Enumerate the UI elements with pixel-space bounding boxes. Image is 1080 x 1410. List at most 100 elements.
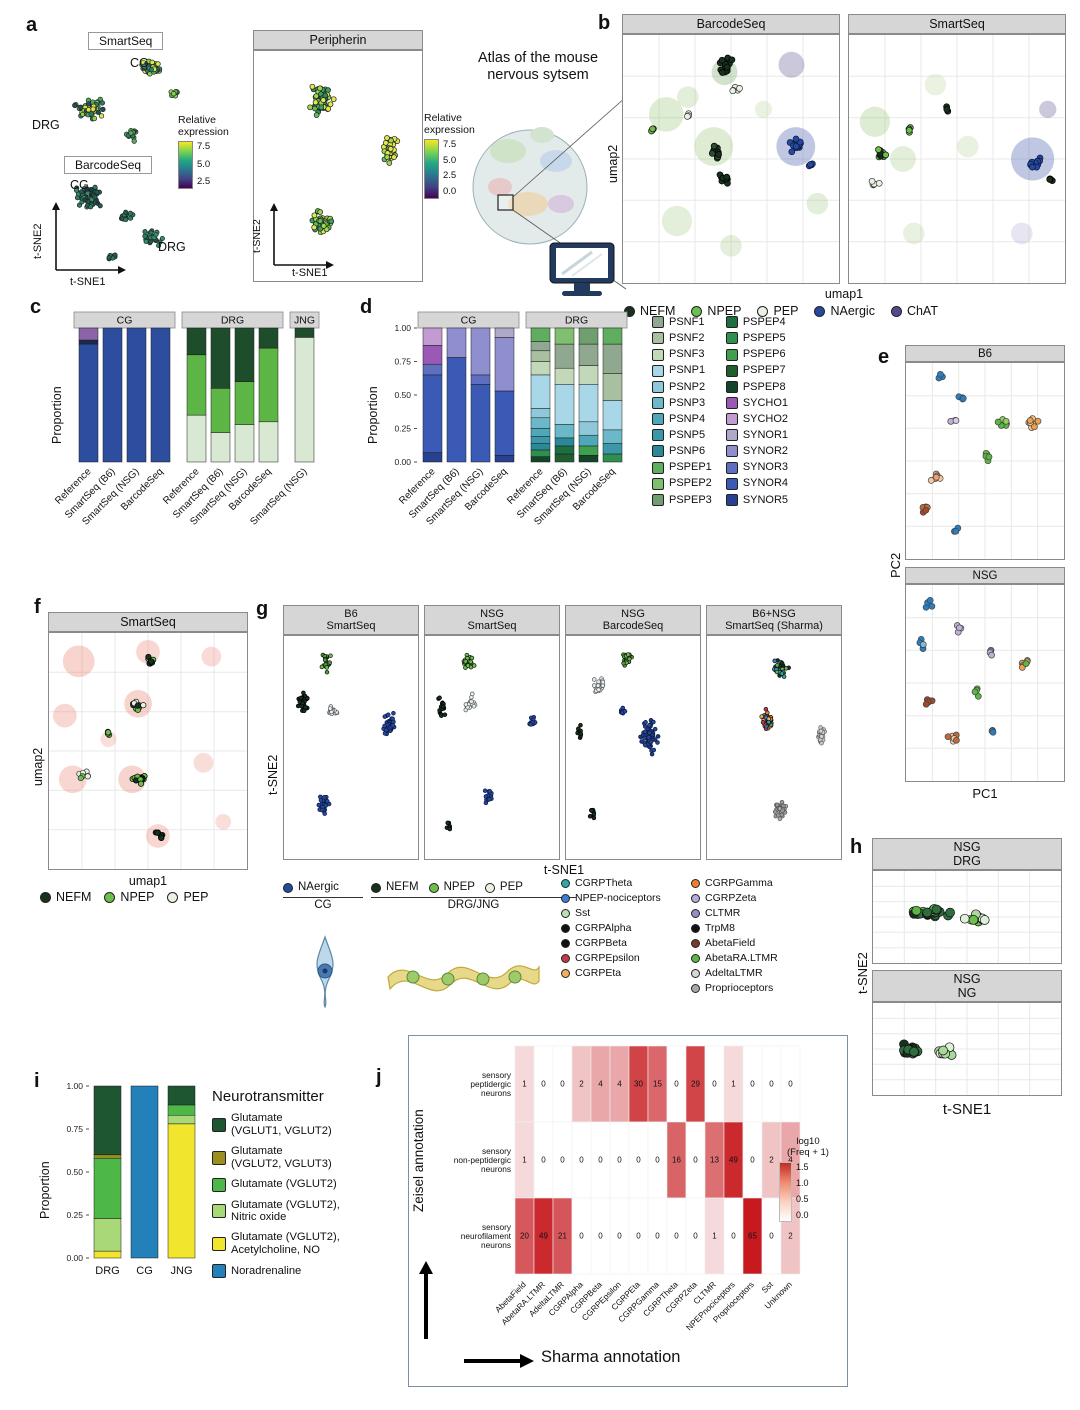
legend-label: AdeltaLTMR [705, 967, 763, 980]
svg-text:0: 0 [769, 1080, 774, 1089]
legend-label: PSPEP5 [742, 332, 786, 345]
drg-jng-neuron-illustration [387, 964, 540, 992]
g-facet2-line2: SmartSeq [467, 620, 517, 632]
a-left-colorbar-title: Relative expression [178, 114, 229, 139]
legend-label: PSNP5 [669, 428, 706, 441]
legend-swatch [725, 477, 738, 490]
svg-text:2: 2 [769, 1156, 774, 1165]
legend-label: PSNF3 [669, 348, 705, 361]
panel-letter-e: e [878, 346, 890, 368]
a-drg-bottom-label: DRG [158, 240, 186, 254]
b-facet-barcodeseq: BarcodeSeq [622, 14, 840, 284]
legend-item: CGRPAlpha [561, 922, 661, 934]
legend-item: PSPEP3 [652, 494, 712, 507]
legend-swatch [691, 305, 703, 317]
legend-swatch [212, 1150, 226, 1165]
a-left-colorbar: Relative expression 7.5 5.0 2.5 [178, 114, 250, 190]
legend-swatch [725, 380, 738, 393]
d-stacked-bar-chart: 1.000.750.500.250.00CGReferenceSmartSeq … [394, 311, 628, 528]
b-barcodeseq-header: BarcodeSeq [622, 14, 840, 34]
legend-swatch [652, 364, 664, 377]
svg-text:30: 30 [634, 1080, 643, 1089]
legend-item: Glutamate (VGLUT1, VGLUT2) [212, 1112, 362, 1138]
legend-item: PSNP5 [652, 429, 712, 442]
panel-letter-a: a [26, 14, 38, 36]
h-ng-scatter [873, 1003, 1061, 1095]
e-nsg-plot [905, 584, 1065, 782]
svg-text:1.00: 1.00 [394, 323, 411, 333]
legend-label: ChAT [906, 304, 938, 318]
g-facet1-line2: SmartSeq [326, 620, 376, 632]
svg-text:sensory: sensory [482, 1070, 512, 1080]
svg-text:DRG: DRG [565, 315, 588, 327]
legend-swatch [212, 1264, 226, 1278]
a-left-colorbar-gradient [178, 141, 193, 190]
e-b6-header: B6 [905, 345, 1065, 362]
legend-item: Glutamate (VGLUT2, VGLUT3) [212, 1145, 362, 1171]
a-right-axis-arrows [270, 203, 334, 269]
legend-swatch [652, 397, 664, 410]
svg-text:2: 2 [788, 1232, 793, 1241]
g-legend-column-2: CGRPGamma CGRPZeta CLTMR TrpM8 AbetaField Abe… [691, 877, 778, 995]
colorbar-tick: 5.0 [443, 154, 457, 166]
svg-text:0.00: 0.00 [394, 457, 411, 467]
g-cg-group-label: CG [283, 897, 363, 911]
legend-item: CGRPEpsilon [561, 952, 661, 964]
a-barcodeseq-box-label: BarcodeSeq [64, 156, 153, 174]
a-left-y-axis-label: t-SNE2 [32, 223, 44, 259]
colorbar-tick: 2.5 [197, 176, 211, 188]
svg-text:0: 0 [617, 1156, 622, 1165]
svg-text:16: 16 [672, 1156, 681, 1165]
svg-text:0.75: 0.75 [66, 1124, 83, 1134]
panel-letter-d: d [360, 296, 373, 318]
legend-swatch [691, 938, 700, 948]
g3-scatter [575, 652, 661, 821]
legend-swatch [652, 413, 664, 426]
legend-swatch [652, 348, 664, 361]
legend-label: Glutamate (VGLUT1, VGLUT2) [231, 1112, 332, 1137]
legend-swatch [725, 413, 738, 426]
legend-swatch [691, 893, 700, 903]
legend-label: Glutamate (VGLUT2), Acetylcholine, NO [231, 1231, 340, 1257]
legend-swatch [561, 878, 570, 888]
legend-label: CGRPEta [575, 967, 622, 980]
legend-item: CGRPZeta [691, 892, 778, 904]
f-y-axis-label: umap2 [31, 747, 45, 787]
legend-item: PSNP1 [652, 364, 712, 377]
j-legend-tick: 1.0 [796, 1177, 809, 1188]
e-y-axis-label: PC2 [888, 552, 903, 578]
panel-h: NSG DRG NSG NG t-SNE2 t-SNE1 [855, 838, 1062, 1128]
svg-text:21: 21 [558, 1232, 567, 1241]
svg-text:29: 29 [691, 1080, 700, 1089]
panel-b: BarcodeSeq SmartSeq umap2 umap1 NEFM NPEP… [606, 14, 1066, 320]
svg-text:0: 0 [579, 1232, 584, 1241]
panel-letter-h: h [850, 836, 863, 858]
legend-item: SYNOR2 [725, 445, 788, 458]
legend-item: Noradrenaline [212, 1264, 362, 1278]
g1-plot [283, 635, 419, 860]
g2-scatter [436, 652, 538, 832]
legend-item: PSNP3 [652, 397, 712, 410]
legend-item: TrpM8 [691, 922, 778, 934]
panel-letter-j: j [376, 1066, 382, 1088]
a-smartseq-box-label: SmartSeq [88, 32, 164, 50]
a-peripherin-scatter [307, 83, 401, 236]
legend-item: NEFM [40, 890, 91, 904]
j-right-arrow [464, 1354, 534, 1368]
a-cg-top-label: CG [130, 56, 149, 70]
legend-swatch [428, 882, 439, 893]
a-right-plot-area: t-SNE2 t-SNE1 [251, 50, 423, 282]
legend-label: PSNP1 [669, 364, 706, 377]
svg-text:0: 0 [636, 1156, 641, 1165]
legend-label: PSNP3 [669, 396, 706, 409]
svg-text:0: 0 [712, 1080, 717, 1089]
f-umap-scatter [49, 633, 247, 869]
legend-label: SYNOR4 [742, 477, 789, 490]
g4-plot [706, 635, 842, 860]
panel-g: B6 SmartSeq NSG SmartSeq NSG BarcodeSeq [266, 605, 845, 1025]
g-legend-column-1: CGRPTheta NPEP-nociceptors Sst CGRPAlpha CGR… [561, 877, 661, 979]
b-x-axis-label: umap1 [824, 287, 864, 301]
legend-label: PSPEP4 [742, 316, 786, 328]
legend-label: NAergic [830, 304, 875, 318]
legend-swatch [725, 397, 738, 410]
